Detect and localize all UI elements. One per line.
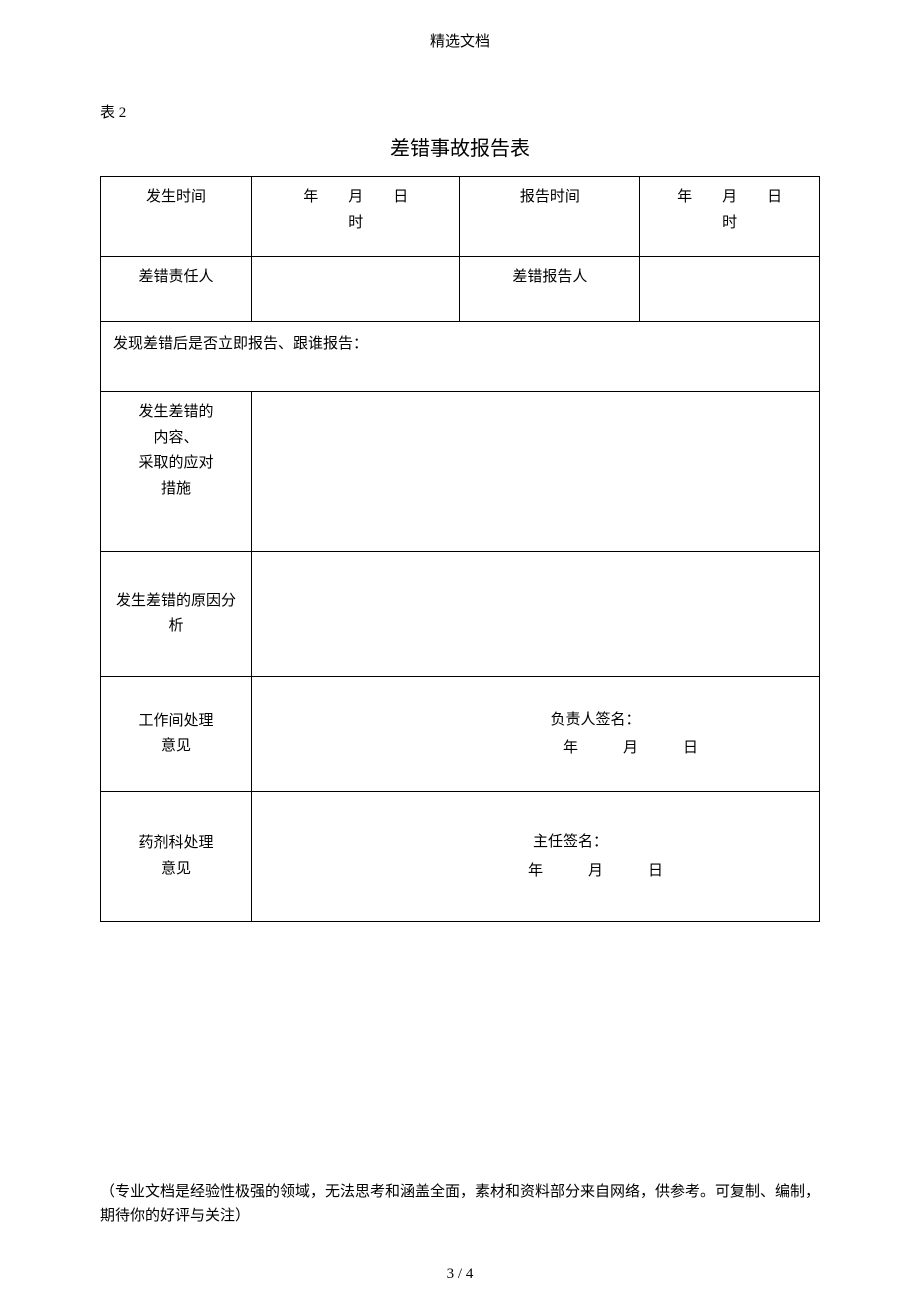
error-content-label: 发生差错的 内容、 采取的应对 措施: [101, 392, 252, 552]
table-number: 表 2: [100, 101, 820, 122]
pharmacy-label-line2: 意见: [161, 861, 191, 877]
table-row: 工作间处理 意见 负责人签名： 年 月 日: [101, 677, 820, 792]
pharmacy-label-line1: 药剂科处理: [138, 835, 213, 851]
pharmacy-signature-block: 主任签名： 年 月 日: [251, 792, 819, 922]
table-row: 差错责任人 差错报告人: [101, 257, 820, 322]
accident-report-table: 发生时间 年 月 日 时 报告时间 年 月 日 时 差错责任人 差错报告人 发现…: [100, 176, 820, 922]
table-row: 发生时间 年 月 日 时 报告时间 年 月 日 时: [101, 177, 820, 257]
analysis-label-line1: 发生差错的原因分: [116, 593, 236, 609]
pharmacy-date-placeholder: 年 月 日: [252, 857, 819, 886]
footnote-text: （专业文档是经验性极强的领域，无法思考和涵盖全面，素材和资料部分来自网络，供参考…: [100, 1180, 820, 1228]
table-row: 发现差错后是否立即报告、跟谁报告：: [101, 322, 820, 392]
occur-time-value: 年 月 日 时: [251, 177, 460, 257]
director-signature-label: 主任签名：: [252, 828, 819, 857]
workroom-label-line1: 工作间处理: [138, 713, 213, 729]
immediate-report-label: 发现差错后是否立即报告、跟谁报告：: [101, 322, 820, 392]
reporter-label: 差错报告人: [460, 257, 640, 322]
content-label-line3: 采取的应对: [138, 455, 213, 471]
content-label-line4: 措施: [161, 481, 191, 497]
occur-time-line2: 时: [348, 215, 363, 231]
page-number: 3 / 4: [0, 1266, 920, 1283]
occur-time-line1: 年 月 日: [303, 189, 408, 205]
cause-analysis-value: [251, 552, 819, 677]
analysis-label-line2: 析: [168, 618, 183, 634]
page-header-label: 精选文档: [100, 30, 820, 51]
report-time-line1: 年 月 日: [677, 189, 782, 205]
report-time-line2: 时: [722, 215, 737, 231]
reporter-value: [640, 257, 820, 322]
report-time-label: 报告时间: [460, 177, 640, 257]
workroom-signature-block: 负责人签名： 年 月 日: [251, 677, 819, 792]
document-title: 差错事故报告表: [100, 132, 820, 161]
occur-time-label: 发生时间: [101, 177, 252, 257]
content-label-line1: 发生差错的: [138, 404, 213, 420]
table-row: 发生差错的原因分 析: [101, 552, 820, 677]
manager-signature-label: 负责人签名：: [252, 706, 819, 735]
table-row: 发生差错的 内容、 采取的应对 措施: [101, 392, 820, 552]
responsible-person-label: 差错责任人: [101, 257, 252, 322]
workroom-date-placeholder: 年 月 日: [252, 734, 819, 763]
workroom-label-line2: 意见: [161, 738, 191, 754]
error-content-value: [251, 392, 819, 552]
responsible-person-value: [251, 257, 460, 322]
workroom-opinion-label: 工作间处理 意见: [101, 677, 252, 792]
report-time-value: 年 月 日 时: [640, 177, 820, 257]
content-label-line2: 内容、: [153, 430, 198, 446]
cause-analysis-label: 发生差错的原因分 析: [101, 552, 252, 677]
pharmacy-opinion-label: 药剂科处理 意见: [101, 792, 252, 922]
table-row: 药剂科处理 意见 主任签名： 年 月 日: [101, 792, 820, 922]
